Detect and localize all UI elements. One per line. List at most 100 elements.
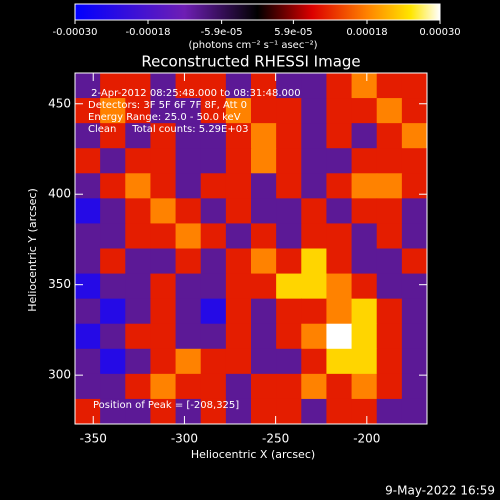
colorbar-tick-label: 0.00030 — [419, 27, 460, 38]
heatmap-cell — [301, 223, 327, 249]
heatmap-cell — [175, 173, 202, 199]
heatmap-cell — [200, 323, 227, 350]
heatmap-cell — [376, 198, 403, 224]
heatmap-cell — [200, 223, 227, 249]
heatmap-cell — [351, 98, 378, 124]
heatmap-cell — [75, 248, 101, 275]
colorbar — [74, 3, 441, 21]
heatmap-cell — [351, 248, 378, 275]
heatmap-cell — [351, 348, 378, 375]
heatmap-cell — [376, 373, 403, 400]
heatmap-cell — [125, 298, 151, 325]
heatmap-cell — [351, 198, 378, 224]
heatmap-cell — [251, 348, 277, 375]
heatmap-cell — [326, 123, 353, 149]
heatmap-cell — [150, 373, 177, 400]
heatmap-cell — [301, 398, 327, 425]
heatmap-cell — [351, 173, 378, 199]
heatmap-cell — [301, 98, 327, 124]
heatmap-cell — [276, 98, 302, 124]
heatmap-cell — [175, 148, 202, 174]
heatmap-cell — [276, 273, 302, 300]
heatmap-cell — [75, 73, 101, 99]
heatmap-cell — [175, 98, 202, 124]
heatmap-cell — [75, 273, 101, 300]
heatmap-cell — [276, 223, 302, 249]
heatmap-cell — [251, 298, 277, 325]
heatmap-cell — [125, 73, 151, 99]
heatmap-cell — [225, 198, 252, 224]
heatmap-cell — [200, 398, 227, 425]
heatmap-cell — [225, 98, 252, 124]
heatmap-cell — [276, 73, 302, 99]
heatmap-cell — [401, 148, 428, 174]
heatmap-cell — [276, 323, 302, 350]
heatmap-cell — [150, 348, 177, 375]
heatmap-cell — [200, 98, 227, 124]
heatmap-cell — [75, 323, 101, 350]
heatmap-cell — [75, 298, 101, 325]
heatmap-cell — [326, 398, 353, 425]
heatmap-cell — [100, 373, 126, 400]
colorbar-tick-label: -5.9e-05 — [201, 27, 243, 38]
heatmap-cell — [150, 298, 177, 325]
annotation: 2-Apr-2012 08:25:48.000 to 08:31:48.000 — [88, 88, 301, 99]
annotation: Energy Range: 25.0 - 50.0 keV — [88, 112, 241, 123]
heatmap-cell — [200, 148, 227, 174]
heatmap-cell — [251, 148, 277, 174]
y-tick-label: 300 — [48, 368, 71, 382]
heatmap-cell — [301, 323, 327, 350]
colorbar-tick-label: -0.00018 — [126, 27, 171, 38]
heatmap-cell — [100, 73, 126, 99]
heatmap-cell — [150, 73, 177, 99]
heatmap-cell — [100, 248, 126, 275]
heatmap-cell — [225, 323, 252, 350]
heatmap-cell — [175, 248, 202, 275]
heatmap-cell — [200, 348, 227, 375]
heatmap-cell — [225, 223, 252, 249]
heatmap-cell — [376, 323, 403, 350]
footer: 9-May-2022 16:59 — [385, 484, 495, 498]
heatmap-cell — [225, 273, 252, 300]
heatmap-cell — [351, 148, 378, 174]
heatmap-cell — [326, 198, 353, 224]
heatmap-cell — [376, 298, 403, 325]
heatmap-cell — [251, 373, 277, 400]
heatmap-cell — [100, 348, 126, 375]
heatmap-cell — [276, 198, 302, 224]
heatmap-cell — [401, 348, 428, 375]
heatmap-cell — [100, 323, 126, 350]
heatmap-cell — [276, 398, 302, 425]
heatmap-cell — [326, 298, 353, 325]
heatmap-cell — [100, 98, 126, 124]
x-tick-label: -200 — [353, 432, 380, 446]
heatmap-cell — [326, 373, 353, 400]
heatmap-cell — [276, 148, 302, 174]
heatmap-cell — [225, 173, 252, 199]
heatmap-cell — [125, 348, 151, 375]
heatmap-cell — [276, 298, 302, 325]
heatmap-cell — [175, 73, 202, 99]
heatmap-cell — [251, 323, 277, 350]
heatmap-cell — [125, 123, 151, 149]
heatmap-cell — [276, 173, 302, 199]
heatmap-cell — [301, 273, 327, 300]
heatmap-cell — [401, 298, 428, 325]
heatmap-cell — [251, 398, 277, 425]
heatmap-cell — [351, 273, 378, 300]
heatmap-cell — [301, 373, 327, 400]
heatmap-cell — [125, 148, 151, 174]
heatmap-cell — [251, 123, 277, 149]
heatmap-cell — [376, 98, 403, 124]
heatmap-cell — [326, 323, 353, 350]
heatmap-cell — [351, 373, 378, 400]
heatmap-cell — [175, 398, 202, 425]
heatmap-cell — [200, 298, 227, 325]
heatmap-cell — [326, 348, 353, 375]
heatmap-cell — [401, 373, 428, 400]
heatmap-cell — [326, 73, 353, 99]
heatmap-cell — [251, 273, 277, 300]
heatmap-cell — [401, 173, 428, 199]
heatmap-cell — [125, 273, 151, 300]
